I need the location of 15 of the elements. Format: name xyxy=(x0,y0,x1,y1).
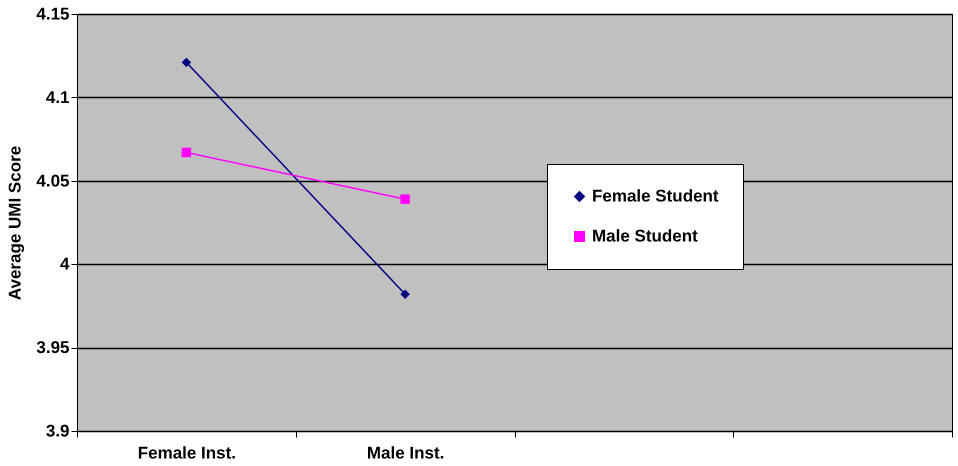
point xyxy=(182,148,192,158)
point xyxy=(400,194,410,204)
y-tick-label: 3.95 xyxy=(36,338,70,358)
x-tick-label: Female Inst. xyxy=(138,444,236,462)
point xyxy=(400,289,410,299)
y-axis-title: Average UMI Score xyxy=(5,146,24,300)
y-tick-label: 4.05 xyxy=(36,171,70,190)
y-tick-label: 4.15 xyxy=(36,4,70,24)
y-tick-label: 3.9 xyxy=(46,422,70,440)
y-tick-label: 4.1 xyxy=(46,88,70,107)
point xyxy=(182,58,192,68)
legend-label: Male Student xyxy=(592,226,698,246)
legend-label: Female Student xyxy=(592,186,719,206)
x-tick-label: Male Inst. xyxy=(366,444,444,462)
y-tick-label: 4 xyxy=(60,254,70,274)
